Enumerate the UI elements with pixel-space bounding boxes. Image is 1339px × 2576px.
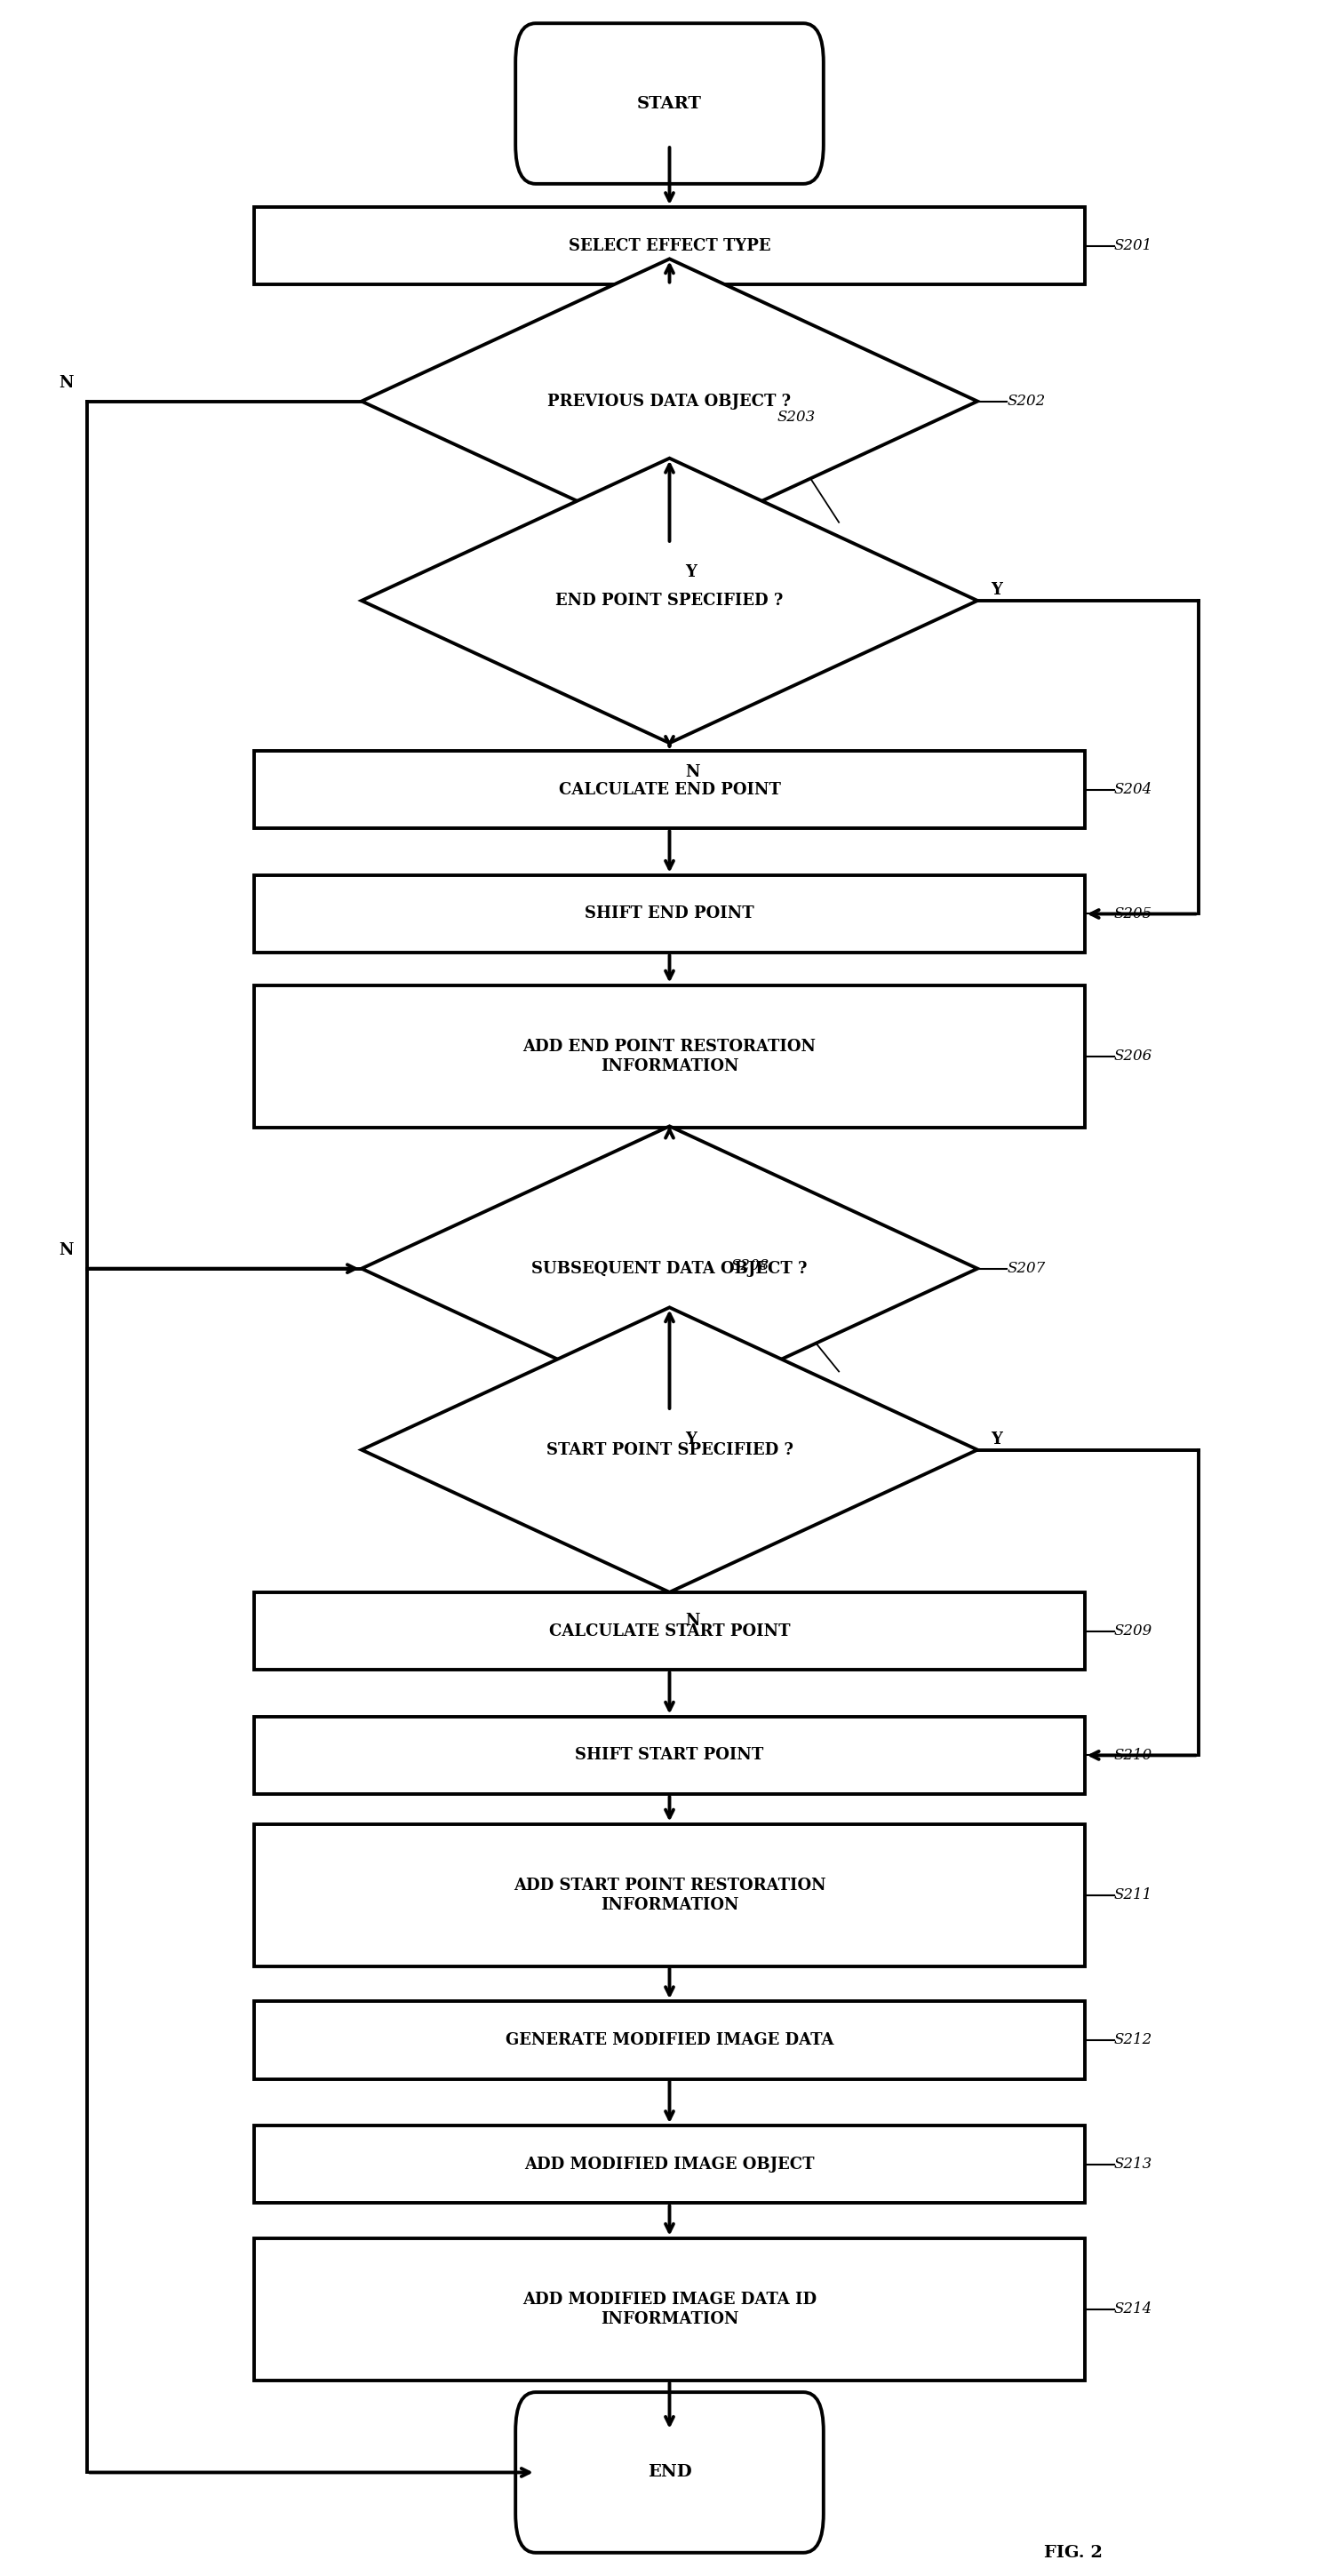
Text: CALCULATE END POINT: CALCULATE END POINT <box>558 781 781 799</box>
Text: S213: S213 <box>1114 2156 1153 2172</box>
Bar <box>254 2125 1085 2202</box>
Text: N: N <box>686 1613 700 1628</box>
Bar <box>254 1716 1085 1793</box>
Polygon shape <box>362 1126 977 1412</box>
Text: ADD MODIFIED IMAGE DATA ID
INFORMATION: ADD MODIFIED IMAGE DATA ID INFORMATION <box>522 2293 817 2326</box>
Text: END: END <box>647 2465 692 2481</box>
Polygon shape <box>362 1309 977 1592</box>
Text: S201: S201 <box>1114 240 1153 252</box>
Text: S214: S214 <box>1114 2303 1153 2316</box>
Text: ADD MODIFIED IMAGE OBJECT: ADD MODIFIED IMAGE OBJECT <box>525 2156 814 2172</box>
Text: S207: S207 <box>1007 1262 1046 1275</box>
Text: GENERATE MODIFIED IMAGE DATA: GENERATE MODIFIED IMAGE DATA <box>505 2032 834 2048</box>
Text: S203: S203 <box>777 410 815 425</box>
Text: ADD START POINT RESTORATION
INFORMATION: ADD START POINT RESTORATION INFORMATION <box>513 1878 826 1914</box>
Polygon shape <box>362 260 977 544</box>
Bar <box>254 876 1085 953</box>
Text: Y: Y <box>686 1432 698 1448</box>
Text: END POINT SPECIFIED ?: END POINT SPECIFIED ? <box>556 592 783 608</box>
Text: Y: Y <box>991 1432 1003 1448</box>
Bar <box>254 2002 1085 2079</box>
Text: S204: S204 <box>1114 783 1153 796</box>
Text: S202: S202 <box>1007 394 1046 410</box>
Text: SHIFT START POINT: SHIFT START POINT <box>576 1747 763 1765</box>
Bar <box>254 206 1085 286</box>
Text: CALCULATE START POINT: CALCULATE START POINT <box>549 1623 790 1638</box>
Text: S209: S209 <box>1114 1623 1153 1638</box>
FancyBboxPatch shape <box>516 2393 823 2553</box>
Text: N: N <box>686 762 700 781</box>
Text: ADD END POINT RESTORATION
INFORMATION: ADD END POINT RESTORATION INFORMATION <box>524 1038 815 1074</box>
Text: Y: Y <box>686 564 698 580</box>
Text: SHIFT END POINT: SHIFT END POINT <box>585 907 754 922</box>
Text: S205: S205 <box>1114 907 1153 922</box>
Text: SUBSEQUENT DATA OBJECT ?: SUBSEQUENT DATA OBJECT ? <box>532 1260 807 1278</box>
Text: START POINT SPECIFIED ?: START POINT SPECIFIED ? <box>546 1443 793 1458</box>
Text: FIG. 2: FIG. 2 <box>1044 2545 1103 2561</box>
Bar <box>254 750 1085 829</box>
FancyBboxPatch shape <box>516 23 823 183</box>
Text: S208: S208 <box>731 1260 770 1273</box>
Bar <box>254 1592 1085 1669</box>
Text: Y: Y <box>991 582 1003 598</box>
Text: N: N <box>59 1242 74 1260</box>
Polygon shape <box>362 459 977 742</box>
Bar <box>254 984 1085 1128</box>
Text: N: N <box>59 376 74 392</box>
Bar <box>254 2239 1085 2380</box>
Text: S211: S211 <box>1114 1888 1153 1904</box>
Text: SELECT EFFECT TYPE: SELECT EFFECT TYPE <box>569 237 770 255</box>
Text: START: START <box>637 95 702 111</box>
Text: PREVIOUS DATA OBJECT ?: PREVIOUS DATA OBJECT ? <box>548 394 791 410</box>
Bar <box>254 1824 1085 1965</box>
Text: S212: S212 <box>1114 2032 1153 2048</box>
Text: S210: S210 <box>1114 1747 1153 1762</box>
Text: S206: S206 <box>1114 1048 1153 1064</box>
